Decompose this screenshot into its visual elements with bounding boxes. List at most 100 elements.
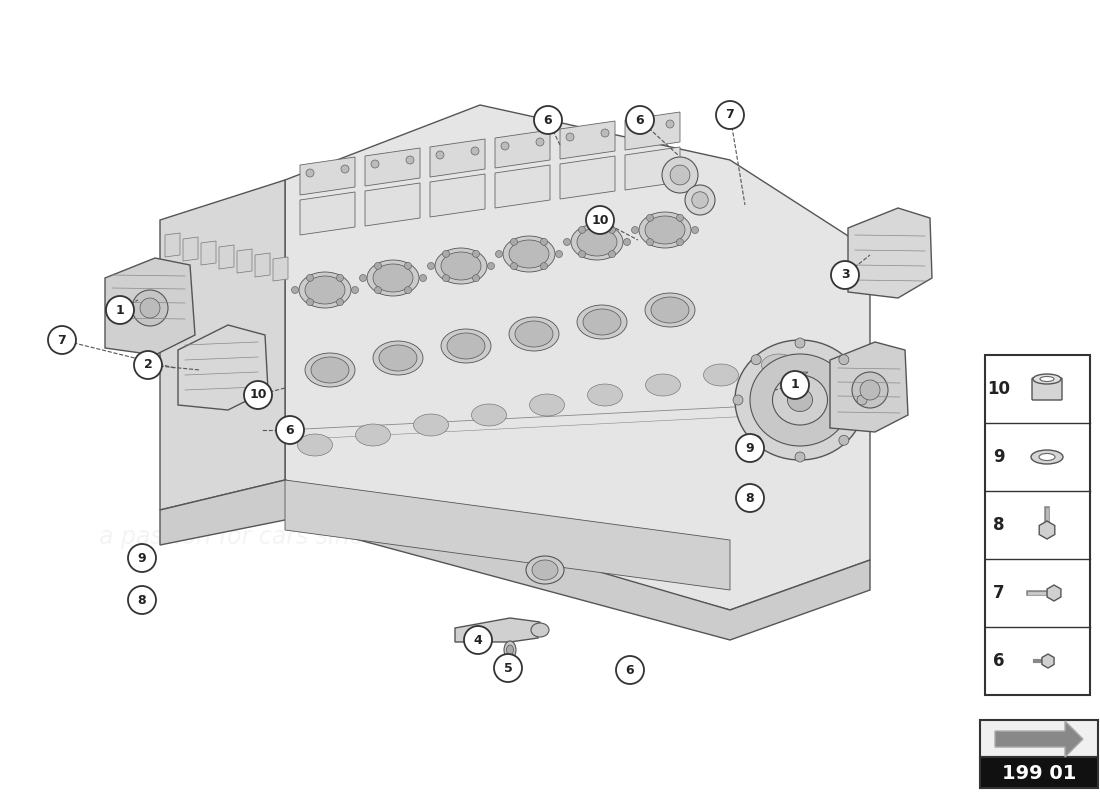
Circle shape (128, 586, 156, 614)
Polygon shape (236, 249, 252, 273)
Polygon shape (165, 233, 180, 257)
Text: 9: 9 (138, 551, 146, 565)
FancyBboxPatch shape (1032, 378, 1062, 400)
Circle shape (495, 250, 503, 258)
Circle shape (534, 106, 562, 134)
Circle shape (471, 147, 478, 155)
Circle shape (692, 192, 708, 208)
Polygon shape (830, 342, 908, 432)
Ellipse shape (506, 645, 514, 655)
Ellipse shape (509, 317, 559, 351)
Circle shape (751, 354, 761, 365)
Circle shape (405, 262, 411, 270)
Circle shape (795, 452, 805, 462)
Polygon shape (455, 618, 540, 642)
Polygon shape (219, 245, 234, 269)
Polygon shape (1047, 585, 1060, 601)
Ellipse shape (1040, 377, 1054, 382)
Ellipse shape (578, 305, 627, 339)
Polygon shape (560, 156, 615, 199)
Circle shape (48, 326, 76, 354)
Ellipse shape (515, 321, 553, 347)
Text: 8: 8 (746, 491, 755, 505)
Ellipse shape (441, 252, 481, 280)
Ellipse shape (578, 228, 617, 256)
Circle shape (442, 274, 450, 282)
Ellipse shape (735, 340, 865, 460)
Text: 1: 1 (116, 303, 124, 317)
Polygon shape (160, 180, 285, 510)
Text: 6: 6 (636, 114, 645, 126)
Circle shape (830, 261, 859, 289)
Polygon shape (792, 372, 808, 380)
Circle shape (442, 250, 450, 258)
Circle shape (631, 124, 639, 132)
Polygon shape (365, 148, 420, 186)
Text: 10: 10 (250, 389, 266, 402)
FancyBboxPatch shape (980, 720, 1098, 758)
Circle shape (556, 250, 562, 258)
Circle shape (244, 381, 272, 409)
Circle shape (676, 238, 683, 246)
Ellipse shape (472, 404, 506, 426)
Circle shape (473, 274, 480, 282)
Ellipse shape (651, 297, 689, 323)
Ellipse shape (1031, 450, 1063, 464)
Circle shape (586, 206, 614, 234)
Polygon shape (1040, 521, 1055, 539)
Text: 10: 10 (592, 214, 608, 226)
Circle shape (781, 371, 808, 399)
Circle shape (473, 250, 480, 258)
Text: 6: 6 (993, 652, 1004, 670)
Circle shape (406, 156, 414, 164)
Circle shape (616, 656, 644, 684)
Ellipse shape (367, 260, 419, 296)
Ellipse shape (297, 434, 332, 456)
Circle shape (510, 262, 517, 270)
Polygon shape (183, 237, 198, 261)
Circle shape (436, 151, 444, 159)
Polygon shape (560, 121, 615, 159)
Circle shape (733, 395, 742, 405)
Text: 10: 10 (988, 380, 1011, 398)
Text: 6: 6 (543, 114, 552, 126)
Text: 199 01: 199 01 (1002, 763, 1076, 782)
Ellipse shape (645, 293, 695, 327)
Ellipse shape (531, 623, 549, 637)
Circle shape (106, 296, 134, 324)
Circle shape (510, 238, 517, 246)
Circle shape (337, 298, 343, 306)
Circle shape (670, 165, 690, 185)
Text: 4: 4 (474, 634, 483, 646)
Ellipse shape (788, 389, 813, 411)
Polygon shape (430, 174, 485, 217)
Polygon shape (625, 147, 680, 190)
Circle shape (563, 238, 571, 246)
Ellipse shape (761, 354, 796, 376)
Ellipse shape (447, 333, 485, 359)
Text: 5: 5 (504, 662, 513, 674)
Circle shape (307, 298, 314, 306)
Ellipse shape (587, 384, 623, 406)
Circle shape (852, 372, 888, 408)
Text: 7: 7 (726, 109, 735, 122)
Circle shape (626, 106, 654, 134)
FancyBboxPatch shape (984, 355, 1090, 695)
Circle shape (536, 138, 544, 146)
Ellipse shape (414, 414, 449, 436)
Text: 1: 1 (791, 378, 800, 391)
Ellipse shape (772, 375, 827, 425)
Ellipse shape (1033, 374, 1062, 384)
Circle shape (736, 434, 764, 462)
Ellipse shape (583, 309, 621, 335)
Circle shape (676, 214, 683, 222)
Ellipse shape (639, 212, 691, 248)
Circle shape (494, 654, 522, 682)
Circle shape (839, 354, 849, 365)
Polygon shape (495, 130, 550, 168)
Text: 8: 8 (993, 516, 1004, 534)
Circle shape (276, 416, 304, 444)
Circle shape (487, 262, 495, 270)
Polygon shape (848, 208, 932, 298)
Circle shape (341, 165, 349, 173)
